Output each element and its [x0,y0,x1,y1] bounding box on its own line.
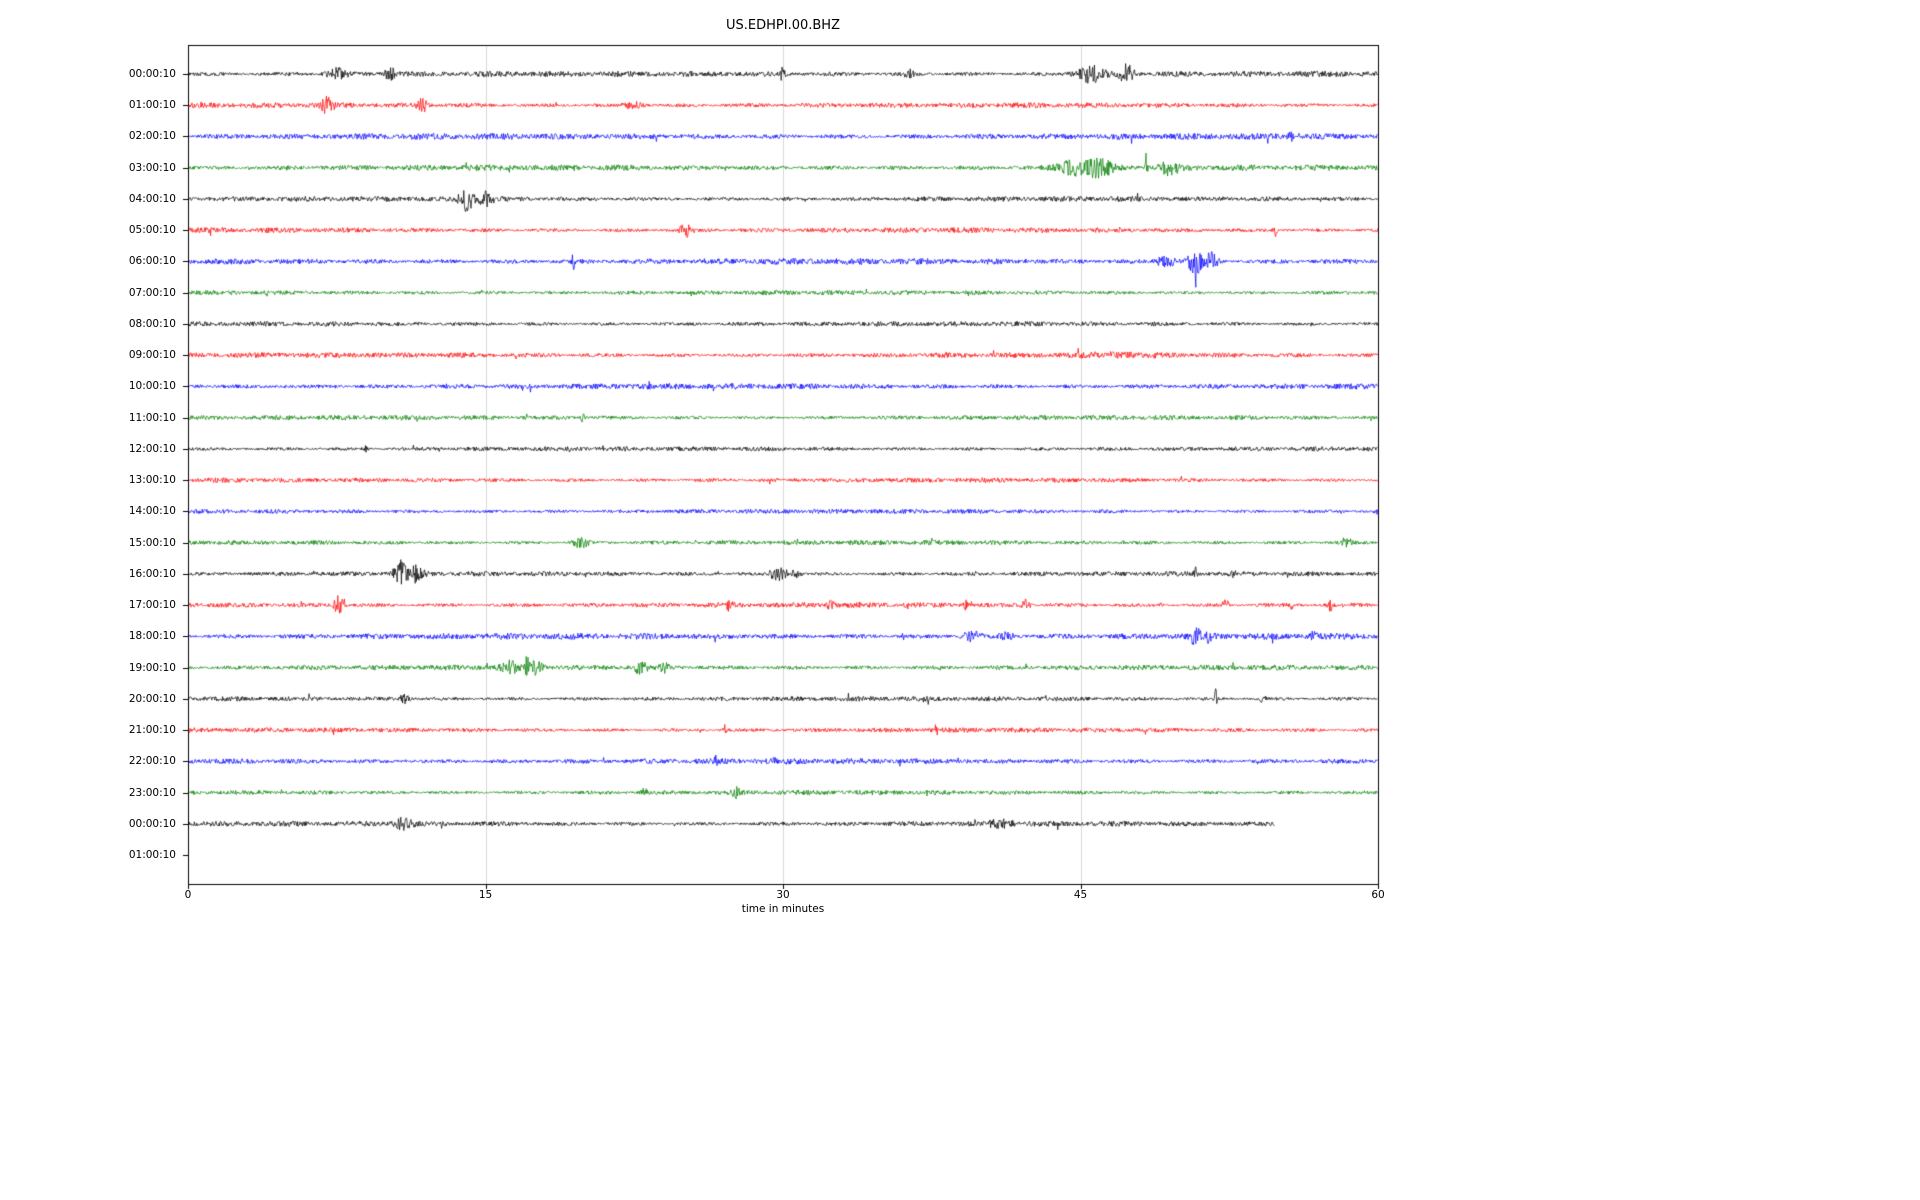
row-time-label: 05:00:10 [128,224,176,237]
row-time-label: 13:00:10 [128,474,176,487]
row-time-label: 21:00:10 [128,724,176,737]
row-time-label: 09:00:10 [128,349,176,362]
row-time-label: 20:00:10 [128,692,176,705]
row-time-label: 15:00:10 [128,536,176,549]
row-time-label: 00:00:10 [128,817,176,830]
row-time-label: 16:00:10 [128,567,176,580]
row-time-label: 04:00:10 [128,192,176,205]
row-time-label: 03:00:10 [128,161,176,174]
row-time-label: 01:00:10 [128,849,176,861]
x-tick-label: 45 [1073,889,1088,901]
row-time-label: 02:00:10 [128,130,176,143]
row-time-label: 19:00:10 [128,661,176,674]
row-time-label: 17:00:10 [128,599,176,612]
row-time-label: 07:00:10 [128,286,176,299]
y-axis-row-labels: 00:00:10 01:00:10 02:00:10 03:00:10 04:00:10… [0,0,182,1200]
row-time-label: 22:00:10 [128,755,176,768]
row-time-label: 14:00:10 [128,505,176,518]
row-time-label: 10:00:10 [128,380,176,393]
row-time-label: 00:00:10 [128,68,176,80]
row-time-label: 23:00:10 [128,786,176,799]
x-axis-label: time in minutes [741,903,825,915]
row-time-label: 12:00:10 [128,442,176,455]
row-time-label: 11:00:10 [128,411,176,424]
x-tick-label: 30 [776,889,790,901]
row-time-label: 18:00:10 [128,630,176,643]
row-time-label: 06:00:10 [128,255,176,268]
figure-title: US.EDHPI.00.BHZ [726,18,840,33]
row-time-label: 01:00:10 [128,99,176,112]
row-time-label: 08:00:10 [128,317,176,330]
x-tick-label: 60 [1371,889,1385,901]
x-tick-label: 0 [184,889,192,901]
x-tick-label: 15 [478,889,493,901]
